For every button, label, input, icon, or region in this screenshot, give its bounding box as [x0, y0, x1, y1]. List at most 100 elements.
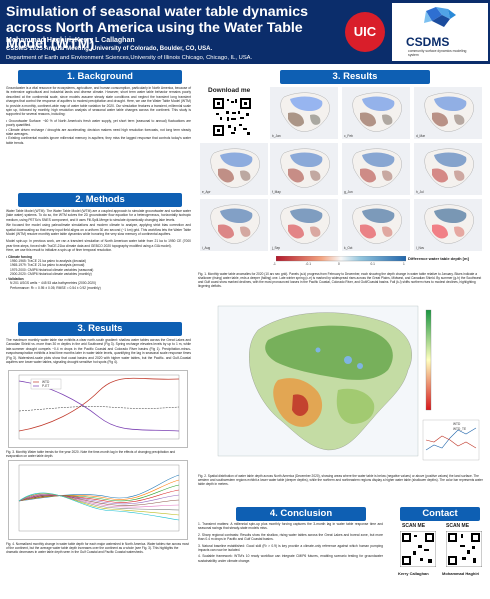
climate-forcing-item: 2000-2020: CMIP6 historical climate vari… — [10, 272, 92, 277]
fig3-series-red — [18, 377, 180, 432]
csdms-logo-text: CSDMS — [406, 35, 450, 49]
conclusion-item: 4. Scalable framework: WTM's 10 ready wo… — [198, 554, 383, 563]
contact-heading: Contact — [400, 507, 480, 521]
fig3-series-dash — [18, 406, 180, 412]
conclusion-heading: 4. Conclusion — [236, 507, 366, 521]
fig3-legend-label: P-ET — [42, 384, 50, 388]
methods-heading: 2. Methods — [18, 193, 182, 207]
month-map-label: d_Mar — [416, 134, 426, 138]
background-paragraph: Groundwater is a vital resource for ecos… — [6, 86, 191, 117]
climate-forcing-heading: • Climate forcing — [6, 254, 33, 259]
month-map-svg — [280, 204, 330, 244]
month-map-label: h_Jul — [416, 190, 424, 194]
climate-forcing-item: 1950-1965: TraCE 21 ka paleo to analysis… — [10, 259, 87, 264]
month-map-svg — [424, 92, 474, 132]
colorbar-tick: 0 — [338, 262, 340, 266]
fig3-legend-label: WTD — [42, 380, 50, 384]
contact-name: Mohammad Haghiri — [442, 571, 480, 576]
contact-name: Kerry Callaghan — [398, 571, 429, 576]
poster-title: Simulation of seasonal water table dynam… — [6, 4, 308, 52]
download-qr-code[interactable] — [212, 97, 252, 137]
methods-paragraph: Here, we use this result to initialize a… — [6, 248, 113, 253]
scan-me-label: SCAN ME — [402, 523, 426, 529]
contact-qr-mohammad[interactable] — [446, 531, 482, 567]
conclusion-item: 1. Transient matters: A millennial spin-… — [198, 522, 383, 531]
month-map-label: g_Jun — [344, 190, 353, 194]
climate-forcing-item: 1979-2000: CMIP6 historical climate vari… — [10, 267, 94, 272]
contact-block: SCAN ME SCAN ME Kerry Callaghan Mohammad… — [396, 523, 488, 595]
month-anomaly-map: i_Aug — [200, 199, 268, 251]
fig3-chart: WTD P-ET — [8, 370, 188, 448]
fig4-chart — [8, 460, 188, 540]
month-anomaly-map: f_May — [270, 143, 338, 195]
fig1-panel-grid: Download me b_Jan c_Feb d_Mar e_ — [196, 85, 486, 270]
methods-paragraph: We focused the model using paleoclimate … — [6, 223, 191, 237]
methods-paragraph: Water Table Model (WTM): The Water Table… — [6, 209, 191, 222]
background-bullet: • Climate driven recharge / droughts are… — [6, 127, 191, 137]
month-anomaly-map: c_Feb — [342, 87, 410, 139]
colorbar-tick: 0.1 — [370, 262, 375, 266]
month-anomaly-map: d_Mar — [414, 87, 482, 139]
watershed-line — [18, 494, 180, 506]
month-map-label: l_Nov — [416, 246, 425, 250]
uic-logo: UIC — [345, 12, 385, 52]
month-map-label: f_May — [272, 190, 281, 194]
fig4-caption: Fig. 4. Normalized monthly change in wat… — [6, 542, 189, 554]
month-map-svg — [352, 204, 402, 244]
contact-qr-kerry[interactable] — [400, 531, 436, 567]
month-map-label: i_Aug — [202, 246, 211, 250]
fig2-legend-label: WTD_TE — [453, 427, 467, 431]
conference-line: CSDMS 2025 Annual Meeting, University of… — [6, 46, 213, 52]
validation-heading: • Validation — [6, 276, 24, 281]
watershed-line — [18, 474, 180, 502]
fig3-caption: Fig. 3. Monthly Water table trends for t… — [6, 450, 176, 458]
conclusion-body: 1. Transient matters: A millennial spin-… — [198, 522, 383, 563]
month-map-svg — [352, 148, 402, 188]
climate-forcing-item: 1965-1979: TraCE 21 ka paleo to analysis… — [10, 263, 85, 268]
fig3-svg — [18, 374, 180, 440]
fig2-map-svg — [198, 300, 484, 472]
month-anomaly-map: j_Sep — [270, 199, 338, 251]
month-map-label: b_Jan — [272, 134, 281, 138]
month-map-label: c_Feb — [344, 134, 353, 138]
validation-item: Performance: R² = 0.95 ± 0.05; RMSE = 0.… — [10, 285, 101, 290]
results-right-heading: 3. Results — [280, 70, 430, 84]
csdms-logo-icon — [424, 7, 456, 27]
colorbar-tick: -1 — [273, 262, 276, 266]
watershed-line — [18, 484, 180, 502]
fig2-inset-chart — [422, 419, 480, 461]
csdms-logo-box: CSDMS community surface dynamics modelin… — [392, 3, 488, 61]
watershed-line — [18, 494, 180, 508]
month-anomaly-map: e_Apr — [200, 143, 268, 195]
fig1-colorbar — [276, 256, 406, 262]
fig2-legend-label: WTD — [453, 422, 461, 426]
watershed-line — [18, 494, 180, 505]
watershed-line — [18, 479, 180, 502]
month-anomaly-map: h_Jul — [414, 143, 482, 195]
month-map-label: e_Apr — [202, 190, 211, 194]
month-map-svg — [280, 92, 330, 132]
month-map-label: j_Sep — [272, 246, 281, 250]
fig2-caption: Fig. 2. Spatial distribution of water ta… — [198, 474, 483, 486]
month-anomaly-map: l_Nov — [414, 199, 482, 251]
month-map-svg — [424, 148, 474, 188]
background-heading: 1. Background — [18, 70, 182, 84]
watershed-line — [18, 493, 180, 516]
watershed-line — [18, 492, 180, 521]
colorbar-tick: -0.1 — [305, 262, 312, 266]
colorbar-label: Difference water table depth [m] — [408, 256, 469, 261]
month-map-label: k_Oct — [344, 246, 353, 250]
month-map-svg — [210, 204, 260, 244]
csdms-tagline: community surface dynamics modeling syst… — [408, 49, 467, 57]
colorbar-tick: 1 — [403, 262, 405, 266]
month-anomaly-map: b_Jan — [270, 87, 338, 139]
fig3-legend — [30, 378, 62, 390]
watershed-line — [18, 493, 180, 511]
results-left-body: The maximum monthly water table rise exh… — [6, 338, 191, 365]
download-qr-block: Download me — [200, 87, 262, 139]
scan-me-label: SCAN ME — [446, 523, 470, 529]
department-line: Department of Earth and Environment Scie… — [6, 55, 253, 61]
month-map-svg — [210, 148, 260, 188]
fig4-svg — [18, 464, 180, 532]
background-bullet: • Groundwater Surface: ~60 % of North Am… — [6, 118, 191, 128]
